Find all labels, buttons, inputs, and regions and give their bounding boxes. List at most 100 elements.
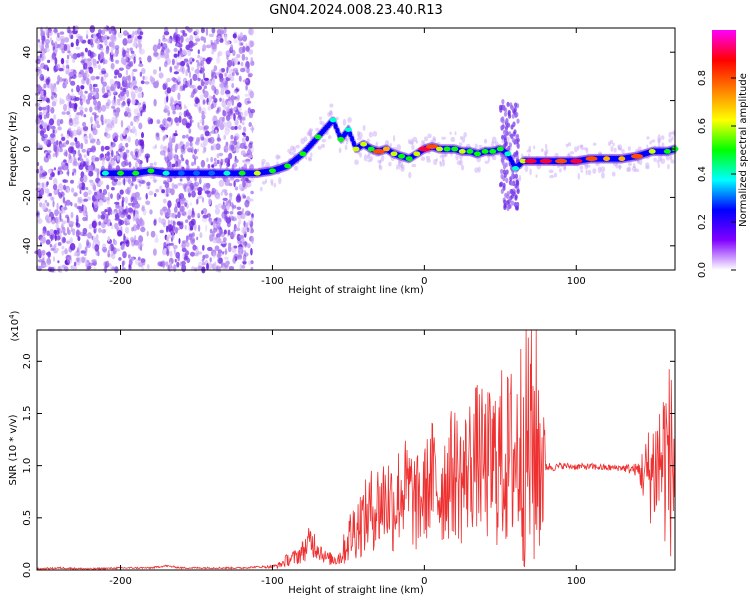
- noise-speckle: [194, 223, 197, 231]
- noise-speckle: [214, 88, 219, 96]
- noise-speckle: [197, 77, 201, 82]
- noise-speckle: [171, 77, 176, 82]
- noise-speckle: [91, 155, 94, 162]
- noise-speckle: [250, 127, 255, 131]
- noise-speckle: [171, 58, 175, 66]
- figure-title: GN04.2024.008.23.40.R13: [269, 3, 443, 18]
- noise-speckle: [85, 214, 89, 222]
- noise-speckle: [217, 249, 223, 255]
- noise-speckle: [39, 202, 43, 208]
- noise-speckle: [199, 232, 203, 239]
- noise-speckle: [166, 38, 172, 44]
- noise-speckle: [108, 90, 112, 97]
- noise-speckle: [180, 35, 184, 44]
- noise-speckle: [533, 145, 536, 150]
- noise-speckle: [224, 248, 227, 256]
- noise-speckle: [505, 117, 509, 124]
- noise-speckle: [174, 117, 180, 123]
- noise-speckle: [138, 122, 143, 130]
- noise-speckle: [161, 46, 165, 52]
- noise-speckle: [187, 187, 193, 193]
- noise-speckle: [389, 143, 393, 147]
- noise-speckle: [78, 161, 80, 166]
- noise-speckle: [98, 199, 104, 206]
- noise-speckle: [510, 189, 514, 195]
- noise-speckle: [215, 119, 221, 128]
- noise-speckle: [239, 142, 246, 149]
- noise-speckle: [136, 223, 140, 230]
- noise-speckle: [92, 184, 97, 191]
- noise-speckle: [626, 167, 630, 172]
- noise-speckle: [106, 36, 110, 40]
- noise-speckle: [510, 180, 514, 186]
- noise-speckle: [189, 34, 194, 42]
- noise-speckle: [215, 194, 221, 200]
- noise-speckle: [203, 125, 209, 130]
- noise-speckle: [41, 257, 45, 263]
- noise-speckle: [48, 192, 52, 197]
- noise-speckle: [55, 242, 58, 247]
- noise-speckle: [115, 248, 121, 252]
- noise-speckle: [231, 233, 235, 237]
- noise-speckle: [67, 159, 70, 166]
- noise-speckle: [102, 81, 107, 87]
- noise-speckle: [238, 183, 243, 190]
- snr-plot-area: [37, 330, 675, 570]
- x-tick-label: -100: [261, 576, 284, 587]
- noise-speckle: [123, 233, 126, 241]
- noise-speckle: [668, 131, 672, 138]
- noise-speckle: [221, 189, 228, 193]
- ridge-point: [512, 166, 519, 171]
- ridge-point: [337, 136, 345, 142]
- noise-speckle: [96, 124, 101, 129]
- noise-speckle: [225, 115, 231, 121]
- noise-speckle: [53, 167, 57, 171]
- noise-speckle: [363, 154, 368, 162]
- noise-speckle: [110, 62, 115, 70]
- noise-speckle: [244, 145, 248, 150]
- noise-speckle: [128, 259, 133, 266]
- noise-speckle: [138, 43, 143, 50]
- ridge-point: [474, 151, 481, 157]
- noise-speckle: [120, 91, 125, 97]
- spectrogram-panel: -200 -100 0 100 40 20 0 -20 -40 Height of strai…: [8, 24, 679, 296]
- noise-speckle: [226, 162, 231, 167]
- noise-speckle: [205, 224, 208, 232]
- noise-speckle: [69, 243, 76, 251]
- snr-y-axis-label: SNR (10 * v/v): [8, 414, 19, 485]
- noise-speckle: [112, 124, 115, 128]
- noise-speckle: [41, 54, 44, 61]
- noise-speckle: [214, 261, 217, 268]
- noise-speckle: [96, 118, 100, 121]
- noise-speckle: [164, 61, 168, 68]
- noise-speckle: [154, 237, 159, 243]
- noise-speckle: [501, 99, 505, 105]
- noise-speckle: [153, 193, 157, 197]
- noise-speckle: [233, 180, 236, 188]
- noise-speckle: [234, 186, 239, 191]
- noise-speckle: [94, 93, 100, 99]
- noise-speckle: [152, 69, 157, 75]
- noise-speckle: [96, 140, 101, 146]
- ridge-point: [489, 149, 497, 154]
- noise-speckle: [73, 192, 78, 197]
- noise-speckle: [87, 189, 92, 196]
- snr-frame: [36, 329, 676, 571]
- noise-speckle: [634, 168, 640, 173]
- noise-speckle: [59, 118, 64, 125]
- noise-speckle: [71, 264, 77, 271]
- noise-speckle: [152, 44, 158, 52]
- noise-speckle: [584, 164, 588, 170]
- colorbar-label: Normalized spectral amplitude: [738, 73, 749, 227]
- noise-speckle: [510, 105, 514, 111]
- noise-speckle: [243, 110, 248, 117]
- noise-speckle: [49, 228, 54, 235]
- noise-speckle: [70, 42, 74, 48]
- noise-speckle: [184, 202, 188, 207]
- noise-speckle: [201, 114, 206, 120]
- noise-speckle: [265, 178, 267, 184]
- noise-speckle: [217, 52, 220, 58]
- noise-speckle: [110, 47, 114, 56]
- noise-speckle: [208, 33, 215, 38]
- noise-speckle: [167, 110, 171, 116]
